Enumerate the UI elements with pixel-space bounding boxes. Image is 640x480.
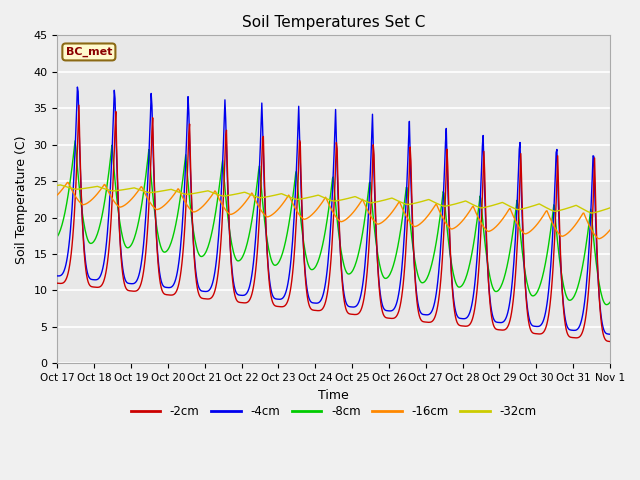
-4cm [63, 254, 71, 260]
-16cm [63, 180, 71, 185]
-4cm [177, 238, 185, 243]
-8cm [121, 242, 129, 248]
-8cm [418, 280, 426, 286]
Line: -16cm: -16cm [58, 182, 610, 239]
-32cm [606, 205, 614, 211]
Title: Soil Temperatures Set C: Soil Temperatures Set C [242, 15, 426, 30]
-8cm [402, 191, 410, 197]
-16cm [54, 192, 61, 198]
Legend: -2cm, -4cm, -8cm, -16cm, -32cm: -2cm, -4cm, -8cm, -16cm, -32cm [126, 401, 541, 423]
-4cm [207, 286, 214, 291]
-8cm [54, 234, 61, 240]
-32cm [54, 182, 61, 188]
-16cm [207, 194, 214, 200]
Y-axis label: Soil Temperature (C): Soil Temperature (C) [15, 135, 28, 264]
X-axis label: Time: Time [318, 389, 349, 402]
-16cm [418, 220, 426, 226]
Text: BC_met: BC_met [66, 47, 112, 57]
-8cm [63, 196, 71, 202]
-8cm [177, 189, 185, 195]
-2cm [418, 318, 426, 324]
Line: -2cm: -2cm [58, 105, 610, 341]
-32cm [588, 210, 595, 216]
-4cm [402, 211, 410, 216]
-2cm [177, 267, 185, 273]
-32cm [65, 184, 72, 190]
-8cm [606, 300, 614, 305]
-2cm [606, 338, 614, 344]
-16cm [121, 202, 129, 208]
-2cm [121, 283, 129, 289]
-4cm [74, 84, 81, 90]
-16cm [606, 227, 614, 233]
-32cm [418, 199, 426, 204]
-8cm [603, 302, 611, 308]
-32cm [121, 187, 129, 192]
-32cm [207, 189, 214, 194]
-4cm [606, 331, 614, 337]
-2cm [207, 296, 214, 301]
-2cm [63, 273, 71, 278]
-32cm [56, 182, 64, 188]
-4cm [54, 273, 61, 279]
-16cm [402, 212, 410, 217]
-4cm [121, 276, 129, 282]
-8cm [207, 236, 214, 242]
-16cm [65, 180, 72, 185]
-32cm [177, 190, 185, 196]
-32cm [402, 201, 410, 207]
Line: -8cm: -8cm [58, 141, 610, 305]
Line: -32cm: -32cm [58, 185, 610, 213]
Line: -4cm: -4cm [58, 87, 610, 334]
-2cm [75, 102, 83, 108]
-16cm [595, 236, 603, 241]
-2cm [402, 252, 410, 258]
-8cm [71, 138, 79, 144]
-4cm [418, 311, 426, 317]
-2cm [54, 280, 61, 286]
-16cm [177, 192, 185, 197]
